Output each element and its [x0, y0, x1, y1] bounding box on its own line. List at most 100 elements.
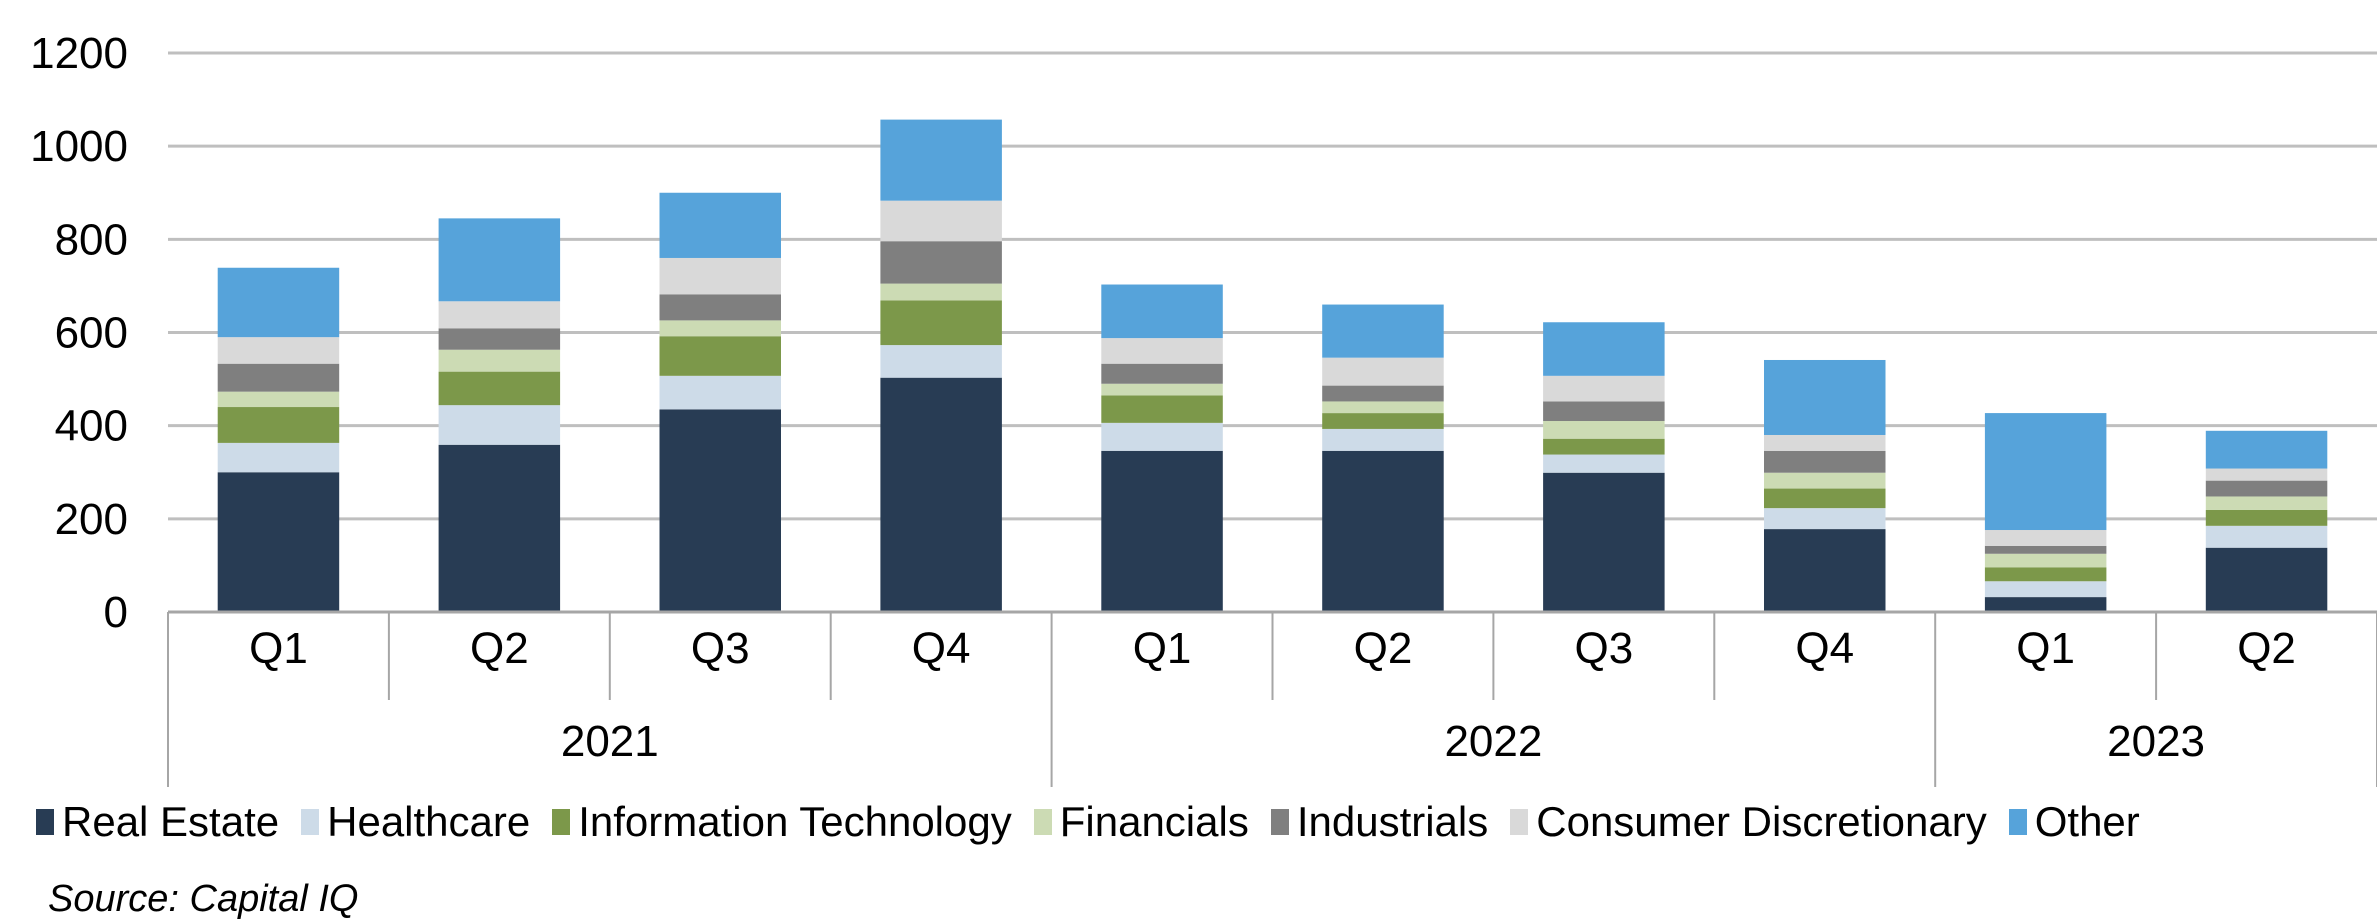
bar-segment — [1984, 581, 2107, 598]
bar-segment — [1101, 363, 1223, 384]
bar-segment — [880, 200, 1002, 242]
legend-label: Financials — [1059, 798, 1249, 845]
x-tick-label: Q2 — [470, 624, 529, 673]
bar-segment — [217, 337, 340, 364]
bar-segment — [2205, 525, 2328, 548]
bar-segment — [1764, 450, 1886, 473]
x-tick-label: Q1 — [249, 624, 308, 673]
bar-segment — [2205, 496, 2328, 510]
bar-segment — [1764, 488, 1886, 509]
bar-segment — [438, 371, 561, 406]
legend-item: Healthcare — [301, 798, 530, 846]
bar-segment — [2205, 430, 2328, 469]
y-tick-label: 400 — [55, 402, 128, 451]
bar-segment — [1543, 401, 1665, 422]
bar-segment — [1764, 508, 1886, 530]
bar-segment — [1322, 304, 1444, 358]
bar-segment — [1322, 428, 1444, 451]
bar-segment — [1543, 438, 1665, 455]
bar-segment — [217, 442, 340, 473]
bar-segment — [1322, 357, 1444, 386]
bar-segment — [880, 300, 1002, 346]
legend-item: Other — [2008, 798, 2140, 846]
bar-segment — [659, 409, 781, 612]
x-tick-label: Q3 — [1574, 624, 1633, 673]
legend: Real Estate Healthcare Information Technol… — [36, 798, 2162, 846]
x-tick-label: Q4 — [1795, 624, 1854, 673]
bar-segment — [1543, 454, 1665, 473]
bar-segment — [659, 375, 781, 410]
x-axis: Q1 Q2 Q3 Q4 Q1 Q2 Q3 Q4 Q1 Q2 2021 2022 2023 — [167, 610, 2377, 787]
bar-segment — [659, 257, 781, 295]
bar-segment — [1101, 422, 1223, 451]
bar-segment — [1101, 383, 1223, 396]
legend-item: Information Technology — [552, 798, 1012, 846]
bar-segment — [217, 407, 340, 443]
bar-segment — [2205, 547, 2328, 612]
bar-segment — [880, 119, 1002, 201]
x-tick-label: Q4 — [912, 624, 971, 673]
source-note: Source: Capital IQ — [48, 878, 359, 920]
legend-label: Healthcare — [327, 798, 531, 845]
year-group-label: 2021 — [561, 717, 659, 766]
bar-segment — [1984, 545, 2107, 554]
bar-segment — [659, 336, 781, 376]
bar-segment — [1322, 385, 1444, 402]
bar-segment — [1764, 529, 1886, 612]
bar-segment — [880, 377, 1002, 612]
bar-segment — [2205, 480, 2328, 497]
bar-segment — [1984, 567, 2107, 582]
bar-segment — [1984, 553, 2107, 568]
bar-segment — [2205, 509, 2328, 526]
x-tick-label: Q2 — [2237, 624, 2296, 673]
bar-segment — [438, 349, 561, 372]
bar-segment — [880, 345, 1002, 378]
bar-segment — [1543, 421, 1665, 439]
legend-swatch — [1270, 809, 1289, 835]
legend-item: Consumer Discretionary — [1510, 798, 1987, 846]
bar-segment — [1543, 375, 1665, 402]
legend-item: Industrials — [1270, 798, 1488, 846]
x-tick-label: Q1 — [2016, 624, 2075, 673]
bar-segment — [1764, 434, 1886, 451]
bar-segment — [438, 444, 561, 612]
y-tick-label: 600 — [55, 309, 128, 358]
year-group-label: 2023 — [2107, 717, 2205, 766]
x-tick-label: Q2 — [1354, 624, 1413, 673]
bar-segment — [438, 405, 561, 445]
legend-label: Information Technology — [578, 798, 1012, 845]
x-tick-label: Q3 — [691, 624, 750, 673]
bar-segment — [1322, 450, 1444, 612]
bar-segment — [880, 283, 1002, 301]
bar-segment — [217, 391, 340, 408]
bar-segment — [1984, 597, 2107, 612]
bar-segment — [1322, 401, 1444, 414]
legend-item: Financials — [1033, 798, 1249, 846]
bar-segment — [880, 241, 1002, 284]
legend-swatch — [2008, 809, 2027, 835]
legend-swatch — [301, 809, 320, 835]
legend-label: Real Estate — [62, 798, 280, 845]
legend-swatch — [1510, 809, 1529, 835]
bar-segment — [1984, 530, 2107, 546]
y-axis-ticks: 0 200 400 600 800 1000 1200 — [30, 29, 128, 637]
bar-segment — [659, 320, 781, 337]
bar-segment — [659, 294, 781, 321]
legend-swatch — [1033, 809, 1052, 835]
y-tick-label: 1000 — [30, 122, 128, 171]
bar-segment — [438, 301, 561, 329]
bar-segment — [1764, 359, 1886, 435]
bar-segment — [659, 192, 781, 258]
bars — [217, 119, 2328, 612]
legend-item: Real Estate — [36, 798, 279, 846]
bar-segment — [1543, 472, 1665, 612]
bar-segment — [1764, 472, 1886, 489]
y-tick-label: 200 — [55, 495, 128, 544]
legend-swatch — [552, 809, 571, 835]
bar-segment — [438, 328, 561, 350]
y-tick-label: 1200 — [30, 29, 128, 78]
bar-segment — [1322, 413, 1444, 429]
x-tick-label: Q1 — [1133, 624, 1192, 673]
legend-swatch — [36, 809, 54, 835]
bar-segment — [1101, 284, 1223, 339]
